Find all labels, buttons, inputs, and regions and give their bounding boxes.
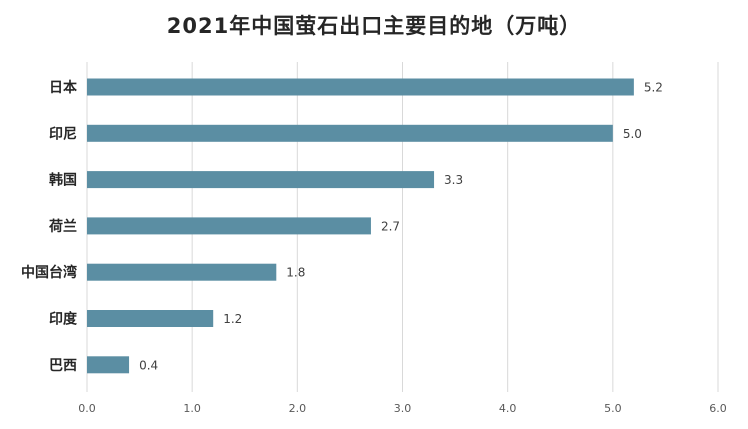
chart-title: 2021年中国萤石出口主要目的地（万吨） [166,14,582,38]
category-label: 巴西 [49,358,77,374]
bar [87,310,214,327]
value-label: 2.7 [381,219,400,233]
bars [87,78,634,374]
value-label: 1.2 [223,312,242,326]
category-label: 荷兰 [48,218,77,235]
bar [87,78,634,96]
x-tick-label: 5.0 [604,402,622,415]
category-label: 日本 [49,79,78,96]
category-label: 韩国 [49,172,77,189]
x-axis-tick-labels: 0.0 1.0 2.0 3.0 4.0 5.0 6.0 [78,402,727,415]
value-label: 1.8 [286,266,305,280]
x-tick-label: 3.0 [394,402,412,415]
bar [87,356,130,374]
value-labels: 5.2 5.0 3.3 2.7 1.8 1.2 0.4 [139,81,663,373]
x-tick-label: 4.0 [499,402,517,415]
value-label: 5.2 [644,81,663,95]
category-label: 中国台湾 [21,264,77,281]
value-label: 5.0 [623,127,642,141]
category-label: 印度 [49,311,78,328]
value-label: 0.4 [139,358,158,372]
x-tick-label: 6.0 [709,402,727,415]
bar [87,171,435,189]
x-tick-label: 1.0 [183,402,201,415]
x-tick-label: 2.0 [289,402,307,415]
category-label: 印尼 [49,125,77,142]
bar [87,124,613,142]
value-label: 3.3 [444,173,463,187]
x-tick-label: 0.0 [78,402,96,415]
bar [87,263,277,281]
bar [87,217,371,235]
